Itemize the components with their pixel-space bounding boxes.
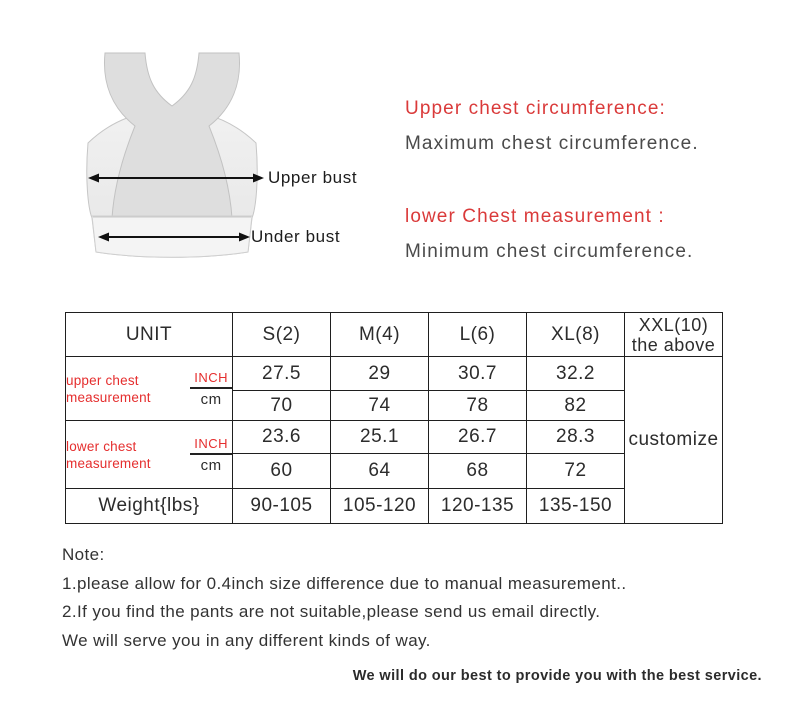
table-cell: 60 xyxy=(232,453,331,489)
table-cell: 135-150 xyxy=(526,488,625,524)
table-cell: 26.7 xyxy=(428,420,527,454)
xxl-header-line2: the above xyxy=(631,334,716,355)
under-bust-arrow xyxy=(98,232,250,242)
lower-chest-title: lower Chest measurement : xyxy=(405,206,665,227)
upper-chest-title: Upper chest circumference: xyxy=(405,98,666,119)
table-cell: 29 xyxy=(330,356,429,391)
table-cell: 27.5 xyxy=(232,356,331,391)
cm-unit-label: cm xyxy=(200,390,222,408)
table-cell: 30.7 xyxy=(428,356,527,391)
table-cell: 90-105 xyxy=(232,488,331,524)
under-bust-label: Under bust xyxy=(251,227,341,246)
note-block: Note: 1.please allow for 0.4inch size di… xyxy=(62,541,626,656)
note-line-3: We will serve you in any different kinds… xyxy=(62,631,431,651)
lower-inch-cm-fraction: INCH cm xyxy=(190,436,232,474)
lower-chest-label: lower chest measurement xyxy=(66,438,151,472)
size-header-s: S(2) xyxy=(232,312,331,357)
upper-chest-cm-row: 70 74 78 82 xyxy=(66,390,723,421)
note-line-2: 2.If you find the pants are not suitable… xyxy=(62,602,601,622)
upper-chest-label-line2: measurement xyxy=(66,389,151,405)
table-cell: 23.6 xyxy=(232,420,331,454)
upper-chest-label-cell: upper chest measurement INCH cm xyxy=(65,356,233,421)
table-cell: 120-135 xyxy=(428,488,527,524)
lower-chest-label-cell: lower chest measurement INCH cm xyxy=(65,420,233,489)
size-header-xxl: XXL(10) the above xyxy=(624,312,723,357)
lower-chest-cm-row: 60 64 68 72 xyxy=(66,453,723,489)
size-header-xl: XL(8) xyxy=(526,312,625,357)
bra-racerback-panel xyxy=(103,52,241,219)
upper-bust-arrow xyxy=(88,173,264,183)
note-line-1: 1.please allow for 0.4inch size differen… xyxy=(62,573,627,593)
upper-chest-text: Maximum chest circumference. xyxy=(405,133,699,154)
inch-unit-label: INCH xyxy=(190,370,232,389)
upper-chest-label: upper chest measurement xyxy=(66,372,151,406)
lower-chest-label-line1: lower chest xyxy=(66,438,137,454)
lower-chest-inch-row: lower chest measurement INCH cm 23.6 25.… xyxy=(65,420,723,489)
bra-illustration xyxy=(86,52,264,258)
weight-label-cell: Weight{lbs} xyxy=(65,488,233,524)
customize-cell: customize xyxy=(624,356,723,524)
table-cell: 72 xyxy=(526,453,625,489)
lower-chest-text: Minimum chest circumference. xyxy=(405,241,694,262)
size-chart-table: UNIT S(2) M(4) L(6) XL(8) XXL(10) the ab… xyxy=(65,312,723,524)
upper-bust-label: Upper bust xyxy=(268,168,358,187)
upper-inch-cm-fraction: INCH cm xyxy=(190,370,232,408)
lower-chest-label-line2: measurement xyxy=(66,455,151,471)
table-cell: 32.2 xyxy=(526,356,625,391)
xxl-header-line1: XXL(10) xyxy=(638,314,709,335)
table-cell: 74 xyxy=(330,390,429,421)
table-cell: 105-120 xyxy=(330,488,429,524)
table-cell: 78 xyxy=(428,390,527,421)
table-cell: 70 xyxy=(232,390,331,421)
table-cell: 82 xyxy=(526,390,625,421)
table-cell: 25.1 xyxy=(330,420,429,454)
table-cell: 28.3 xyxy=(526,420,625,454)
size-header-l: L(6) xyxy=(428,312,527,357)
footer-text: We will do our best to provide you with … xyxy=(352,668,762,684)
table-cell: 64 xyxy=(330,453,429,489)
inch-unit-label: INCH xyxy=(190,436,232,455)
weight-row: Weight{lbs} 90-105 105-120 120-135 135-1… xyxy=(65,488,723,524)
note-title: Note: xyxy=(62,545,105,564)
table-cell: 68 xyxy=(428,453,527,489)
cm-unit-label: cm xyxy=(200,456,222,474)
unit-header: UNIT xyxy=(65,312,233,357)
size-header-m: M(4) xyxy=(330,312,429,357)
table-header-row: UNIT S(2) M(4) L(6) XL(8) XXL(10) the ab… xyxy=(65,312,723,357)
upper-chest-inch-row: upper chest measurement INCH cm 27.5 29 … xyxy=(65,356,723,524)
upper-chest-label-line1: upper chest xyxy=(66,372,139,388)
